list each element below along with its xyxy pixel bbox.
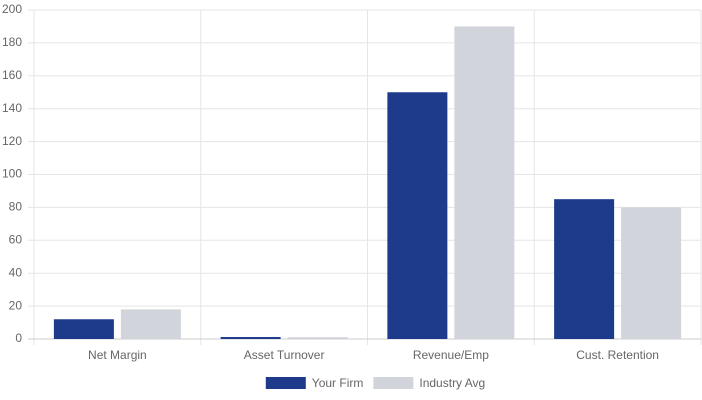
y-tick-label: 0 xyxy=(15,331,22,345)
y-tick-label: 60 xyxy=(9,232,23,246)
legend-label[interactable]: Industry Avg xyxy=(419,376,485,390)
bar[interactable] xyxy=(120,309,181,339)
bar[interactable] xyxy=(621,207,682,339)
bar[interactable] xyxy=(220,337,281,339)
bar[interactable] xyxy=(387,92,448,339)
y-tick-label: 200 xyxy=(2,2,22,16)
x-tick-label: Net Margin xyxy=(88,348,147,362)
legend-label[interactable]: Your Firm xyxy=(312,376,364,390)
legend-swatch[interactable] xyxy=(265,377,306,389)
x-tick-label: Asset Turnover xyxy=(244,348,325,362)
y-tick-label: 120 xyxy=(2,134,22,148)
bar[interactable] xyxy=(287,337,348,339)
bar[interactable] xyxy=(554,199,615,339)
bar[interactable] xyxy=(454,26,515,339)
x-tick-label: Cust. Retention xyxy=(576,348,659,362)
y-tick-label: 140 xyxy=(2,101,22,115)
y-tick-label: 20 xyxy=(9,298,23,312)
legend-swatch[interactable] xyxy=(373,377,414,389)
y-tick-label: 40 xyxy=(9,265,23,279)
y-tick-label: 160 xyxy=(2,68,22,82)
y-tick-label: 180 xyxy=(2,35,22,49)
bar[interactable] xyxy=(53,319,114,339)
x-tick-label: Revenue/Emp xyxy=(413,348,489,362)
y-tick-label: 80 xyxy=(9,200,23,214)
y-tick-label: 100 xyxy=(2,167,22,181)
